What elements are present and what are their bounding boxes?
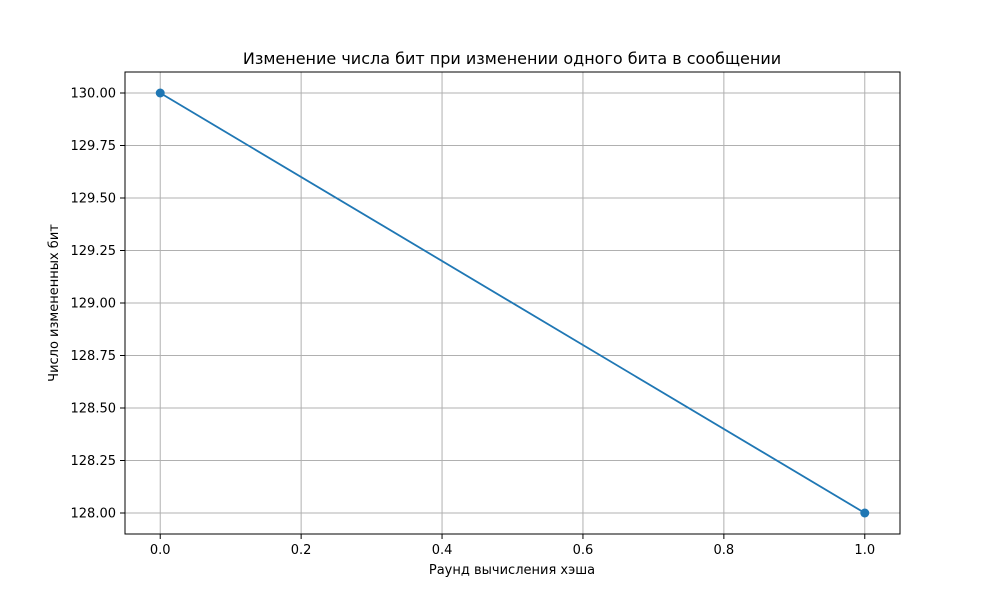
x-tick-label: 0.6	[573, 543, 594, 558]
y-tick-label: 129.75	[71, 139, 117, 154]
y-tick-label: 128.25	[71, 454, 117, 469]
y-tick-label: 129.50	[71, 192, 117, 207]
y-tick-label: 128.00	[71, 507, 117, 522]
y-axis-label: Число измененных бит	[47, 224, 62, 382]
axis-ticks: 0.0 0.2 0.4 0.6 0.8 1.0 128.00 128.25 128.50 128.…	[71, 87, 876, 559]
y-tick-label: 128.50	[71, 402, 117, 417]
x-axis-label: Раунд вычисления хэша	[429, 563, 595, 578]
x-tick-label: 1.0	[854, 543, 875, 558]
y-tick-label: 129.25	[71, 244, 117, 259]
x-tick-label: 0.0	[150, 543, 171, 558]
y-tick-label: 130.00	[71, 87, 117, 102]
x-tick-label: 0.8	[714, 543, 735, 558]
x-tick-label: 0.4	[432, 543, 453, 558]
data-point	[156, 89, 165, 98]
x-tick-label: 0.2	[291, 543, 312, 558]
chart-title: Изменение числа бит при изменении одного…	[243, 49, 781, 68]
y-tick-label: 129.00	[71, 297, 117, 312]
data-point	[860, 509, 869, 518]
y-tick-label: 128.75	[71, 349, 117, 364]
